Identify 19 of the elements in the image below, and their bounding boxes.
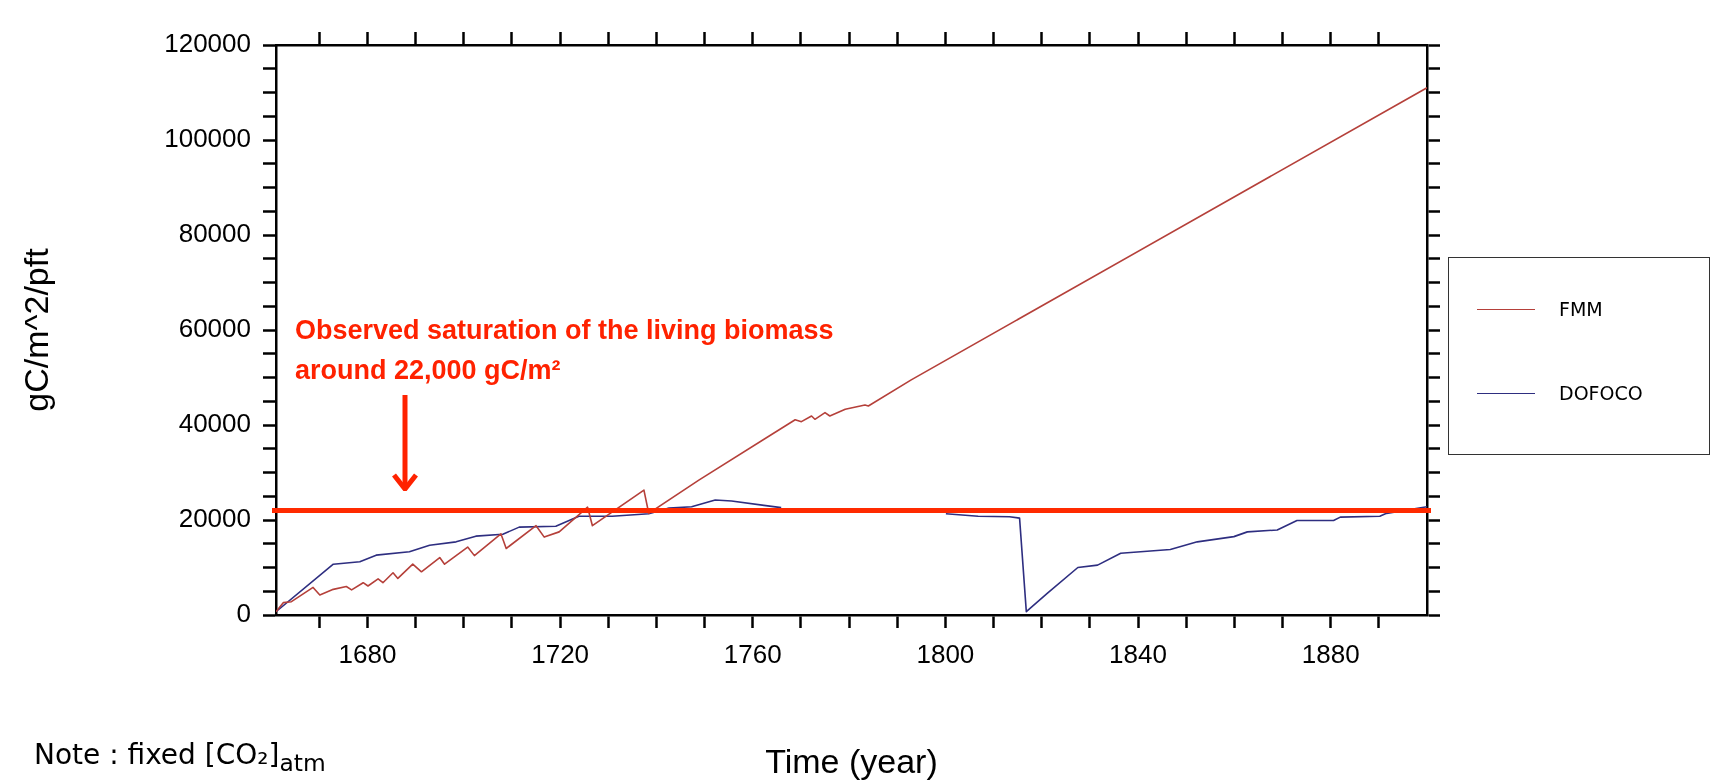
y-tick-label: 20000 xyxy=(178,503,251,534)
y-tick-label: 60000 xyxy=(178,313,251,344)
y-tick-label: 0 xyxy=(236,598,251,629)
y-tick-label: 80000 xyxy=(178,218,251,249)
y-tick-label: 40000 xyxy=(178,408,251,439)
annotation: Observed saturation of the living biomass around 22,000 gC/m² xyxy=(295,314,834,385)
legend-label: DOFOCO xyxy=(1559,382,1643,404)
legend-label: FMM xyxy=(1559,298,1603,320)
x-tick-label: 1880 xyxy=(1301,638,1360,669)
x-tick-label: 1800 xyxy=(916,638,975,669)
x-tick-label: 1680 xyxy=(338,638,397,669)
x-axis-title: Time (year) xyxy=(765,741,938,780)
x-tick-label: 1840 xyxy=(1109,638,1167,669)
y-tick-label: 100000 xyxy=(164,123,251,154)
x-tick-label: 1720 xyxy=(531,638,590,669)
y-tick-label: 120000 xyxy=(164,28,251,59)
y-axis-title: gC/m^2/pft xyxy=(16,247,55,412)
text: Note : fixed [CO₂]$_{atm}$ xyxy=(34,738,326,777)
x-tick-label: 1760 xyxy=(723,638,782,669)
